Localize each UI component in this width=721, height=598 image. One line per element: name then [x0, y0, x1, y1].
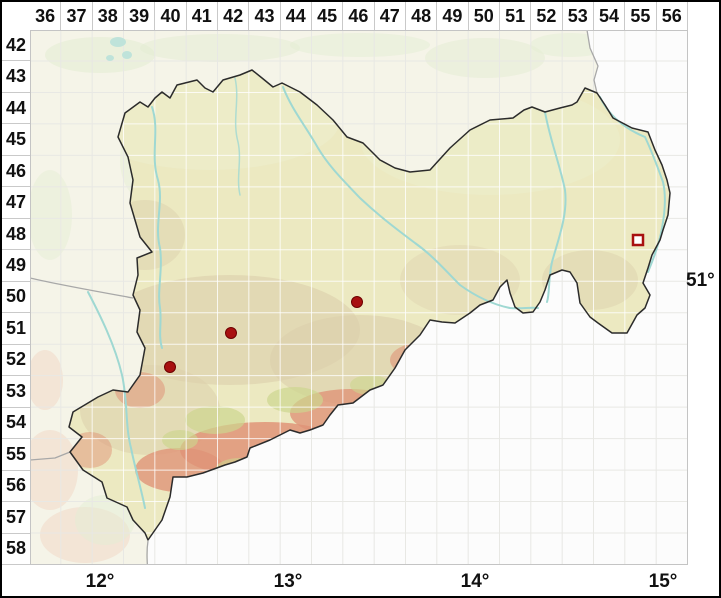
- row-header-column: 42 43 44 45 46 47 48 49 50 51 52 53 54 55 56 57 58: [2, 30, 31, 565]
- longitude-label-14: 14°: [460, 571, 490, 592]
- map-frame: [30, 30, 688, 565]
- column-header-cell-37: 37: [61, 2, 93, 30]
- saxony-state-outline: [68, 69, 671, 541]
- column-header-cell-48: 48: [406, 2, 438, 30]
- poland-brandenburg-border: [586, 30, 599, 94]
- weisse-elster-river: [87, 291, 146, 509]
- longitude-label-13: 13°: [273, 571, 303, 592]
- column-header-cell-49: 49: [437, 2, 469, 30]
- record-marker-filled-5142: [225, 327, 237, 339]
- longitude-label-12: 12°: [85, 571, 115, 592]
- column-header-cell-46: 46: [343, 2, 375, 30]
- longitude-label-15: 15°: [648, 571, 678, 592]
- record-marker-filled-5046: [351, 296, 363, 308]
- row-header-cell-58: 58: [2, 534, 30, 565]
- column-header-cell-38: 38: [93, 2, 124, 30]
- column-header-cell-56: 56: [657, 2, 688, 30]
- row-header-cell-46: 46: [2, 156, 30, 188]
- latitude-label: 51°: [686, 270, 715, 291]
- column-header-cell-52: 52: [531, 2, 563, 30]
- column-header-cell-55: 55: [625, 2, 657, 30]
- map-area: [30, 30, 688, 565]
- row-header-cell-48: 48: [2, 219, 30, 251]
- row-header-cell-53: 53: [2, 376, 30, 408]
- column-header-cell-44: 44: [281, 2, 312, 30]
- column-header-cell-51: 51: [500, 2, 532, 30]
- elbe-river: [282, 86, 539, 310]
- column-header-cell-47: 47: [375, 2, 406, 30]
- foreign-territory: [148, 30, 688, 565]
- column-header-cell-42: 42: [218, 2, 250, 30]
- saxony-map: [30, 30, 688, 565]
- row-header-cell-49: 49: [2, 250, 30, 282]
- neighbor-boundaries: [30, 30, 599, 565]
- column-header-cell-54: 54: [594, 2, 626, 30]
- column-header-cell-41: 41: [187, 2, 218, 30]
- column-header-cell-50: 50: [469, 2, 500, 30]
- row-header-cell-43: 43: [2, 61, 30, 93]
- czech-bavaria-border: [146, 540, 149, 565]
- mulde-river: [151, 106, 163, 349]
- row-header-cell-51: 51: [2, 313, 30, 345]
- row-header-cell-50: 50: [2, 282, 30, 314]
- row-header-cell-45: 45: [2, 124, 30, 156]
- column-header-cell-43: 43: [249, 2, 281, 30]
- record-marker-filled-5240: [164, 361, 176, 373]
- row-header-cell-47: 47: [2, 187, 30, 219]
- leipzig-lakes: [106, 37, 132, 61]
- freiberger-mulde-river: [234, 77, 241, 196]
- row-header-cell-55: 55: [2, 439, 30, 471]
- row-header-cell-54: 54: [2, 408, 30, 440]
- row-header-cell-42: 42: [2, 30, 30, 62]
- column-header-cell-39: 39: [124, 2, 156, 30]
- row-header-cell-56: 56: [2, 471, 30, 503]
- column-header-cell-53: 53: [563, 2, 594, 30]
- spree-river: [544, 111, 567, 303]
- column-header-cell-36: 36: [30, 2, 62, 30]
- row-header-cell-44: 44: [2, 93, 30, 125]
- thuringia-border: [30, 277, 134, 299]
- column-header-row: 36 37 38 39 40 41 42 43 44 45 46 47 48 49 50 51 52 53 54 55…: [30, 2, 688, 31]
- row-header-cell-52: 52: [2, 345, 30, 377]
- bavaria-border: [30, 451, 71, 461]
- record-markers: [164, 233, 645, 373]
- column-header-cell-45: 45: [312, 2, 344, 30]
- corner-cell: [2, 2, 31, 31]
- record-marker-open-4855: [631, 233, 645, 247]
- row-header-cell-57: 57: [2, 502, 30, 534]
- column-header-cell-40: 40: [155, 2, 187, 30]
